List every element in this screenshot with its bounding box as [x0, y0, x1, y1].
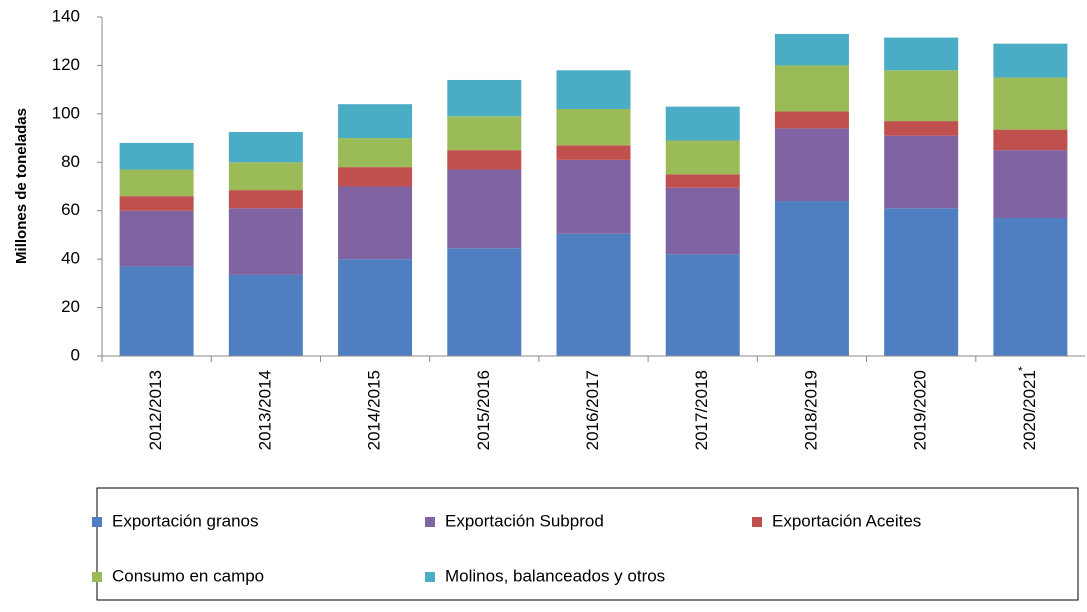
- bar-segment: [556, 109, 631, 146]
- x-tick-label: 2020/2021: [1020, 370, 1039, 450]
- x-tick-label: 2012/2013: [146, 370, 165, 450]
- x-tick-label: 2015/2016: [474, 370, 493, 450]
- legend-swatch: [425, 517, 435, 527]
- y-tick-label: 80: [61, 152, 80, 171]
- bar-segment: [993, 129, 1068, 151]
- bar-segment: [447, 150, 522, 170]
- bar-segment: [774, 111, 849, 129]
- bar-segment: [338, 186, 413, 260]
- y-axis-label: Millones de toneladas: [13, 108, 30, 264]
- bar-segment: [774, 65, 849, 112]
- bar-segment: [884, 37, 959, 71]
- bar-segment: [993, 77, 1068, 130]
- bar-segment: [665, 106, 740, 141]
- bar-segment: [338, 259, 413, 356]
- legend-box: [96, 487, 1079, 601]
- y-tick-label: 140: [52, 6, 80, 25]
- bar-segment: [228, 132, 303, 163]
- legend-label: Exportación Aceites: [772, 511, 921, 530]
- bar-segment: [228, 190, 303, 209]
- bar-segment: [774, 201, 849, 356]
- bar-segment: [556, 233, 631, 356]
- x-tick-label: 2016/2017: [583, 370, 602, 450]
- bar-segment: [556, 70, 631, 110]
- annotation: *: [1018, 364, 1023, 378]
- bar-segment: [447, 169, 522, 249]
- bar-segment: [993, 217, 1068, 356]
- y-tick-label: 100: [52, 103, 80, 122]
- y-tick-label: 60: [61, 200, 80, 219]
- x-tick-label: 2018/2019: [801, 370, 820, 450]
- bar-segment: [884, 135, 959, 209]
- bar-segment: [993, 43, 1068, 78]
- bar-segment: [228, 274, 303, 356]
- bar-segment: [665, 254, 740, 356]
- bar-segment: [338, 138, 413, 168]
- bar-segment: [228, 162, 303, 191]
- x-tick-label: 2019/2020: [911, 370, 930, 450]
- y-tick-label: 0: [71, 345, 80, 364]
- bar-segment: [884, 208, 959, 356]
- bar-segment: [338, 104, 413, 139]
- bar-segment: [119, 196, 194, 211]
- bar-segment: [774, 33, 849, 66]
- bar-segment: [338, 167, 413, 187]
- bar-segment: [119, 142, 194, 170]
- legend-label: Exportación Subprod: [445, 511, 604, 530]
- bar-segment: [447, 248, 522, 356]
- bar-segment: [119, 169, 194, 197]
- bar-segment: [665, 187, 740, 255]
- bar-segment: [556, 145, 631, 160]
- bar-segment: [884, 70, 959, 122]
- legend-swatch: [752, 517, 762, 527]
- bar-segment: [556, 159, 631, 234]
- bar-segment: [447, 79, 522, 117]
- x-tick-label: 2013/2014: [255, 370, 274, 450]
- legend-label: Consumo en campo: [112, 566, 264, 585]
- bar-segment: [774, 128, 849, 202]
- bar-segment: [993, 150, 1068, 218]
- legend-label: Exportación granos: [112, 511, 258, 530]
- bar-segment: [884, 121, 959, 136]
- x-tick-label: 2017/2018: [692, 370, 711, 450]
- bar-segment: [228, 208, 303, 275]
- y-tick-label: 120: [52, 55, 80, 74]
- x-tick-label: 2014/2015: [365, 370, 384, 450]
- bar-segment: [119, 266, 194, 356]
- legend-swatch: [92, 572, 102, 582]
- bar-segment: [119, 210, 194, 267]
- y-tick-label: 40: [61, 249, 80, 268]
- bar-segment: [665, 140, 740, 175]
- legend-label: Molinos, balanceados y otros: [445, 566, 665, 585]
- bar-segment: [665, 174, 740, 188]
- bar-segment: [447, 116, 522, 151]
- legend-swatch: [92, 517, 102, 527]
- y-tick-label: 20: [61, 297, 80, 316]
- legend-swatch: [425, 572, 435, 582]
